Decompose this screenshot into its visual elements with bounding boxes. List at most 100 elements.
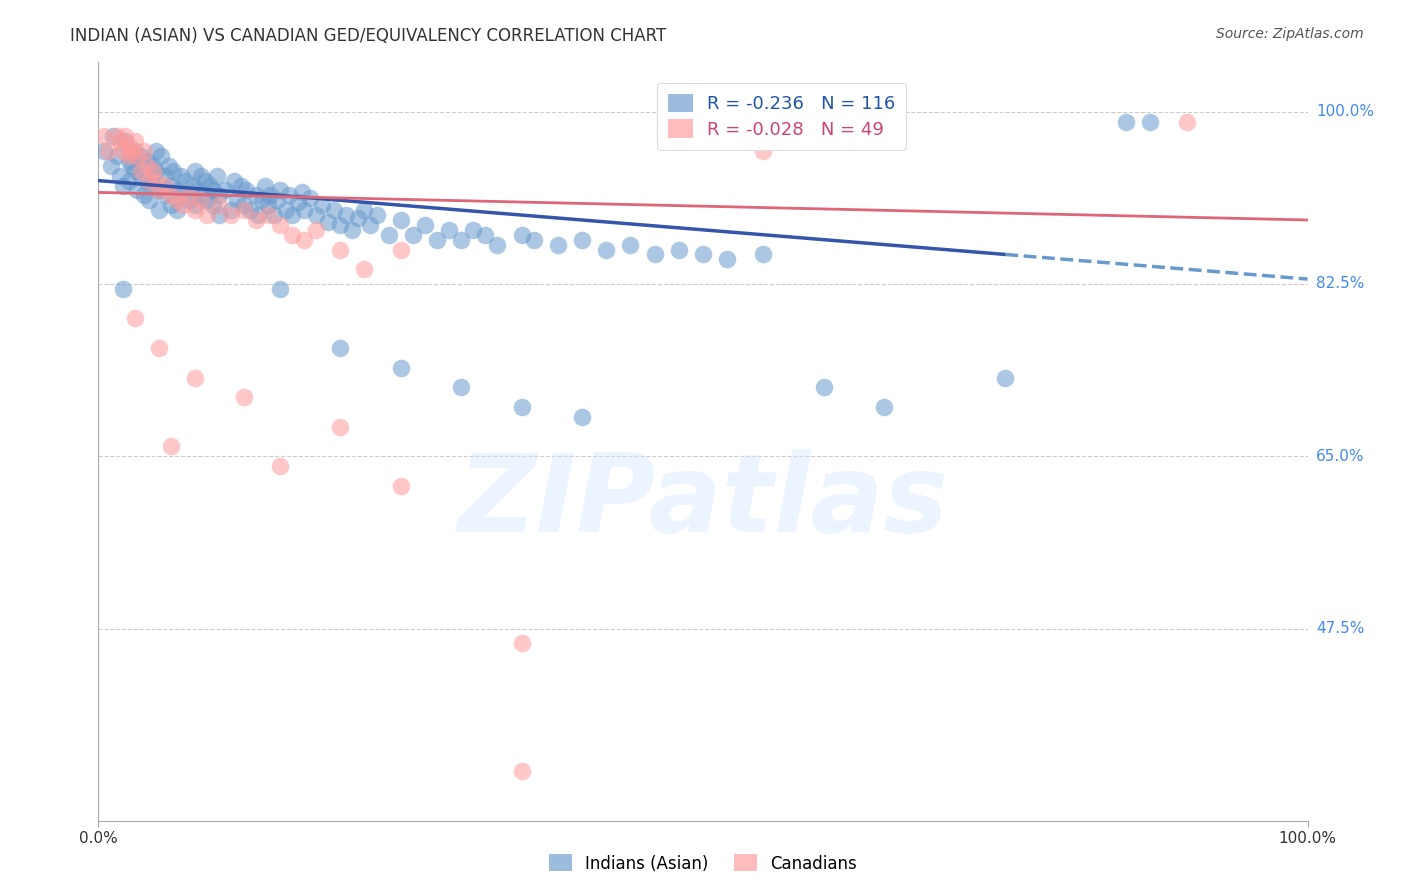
Point	[160, 198, 183, 212]
Point	[389, 360, 412, 375]
Point	[198, 178, 221, 193]
Point	[150, 149, 173, 163]
Point	[166, 203, 188, 218]
Point	[229, 178, 252, 193]
Point	[305, 208, 328, 222]
Point	[153, 188, 176, 202]
Point	[239, 203, 262, 218]
Point	[619, 237, 641, 252]
Point	[692, 247, 714, 261]
Point	[292, 233, 315, 247]
Point	[668, 243, 690, 257]
Point	[269, 459, 291, 474]
Point	[138, 173, 160, 187]
Point	[214, 184, 236, 198]
Point	[184, 203, 207, 218]
Point	[510, 227, 533, 242]
Point	[486, 237, 509, 252]
Point	[290, 186, 312, 200]
Point	[124, 144, 146, 158]
Point	[190, 169, 212, 183]
Point	[287, 195, 309, 210]
Point	[377, 227, 399, 242]
Point	[752, 247, 775, 261]
Point	[145, 163, 167, 178]
Point	[389, 479, 412, 493]
Point	[124, 134, 146, 148]
Point	[413, 218, 436, 232]
Point	[135, 173, 157, 187]
Point	[157, 159, 180, 173]
Point	[134, 144, 156, 158]
Point	[208, 198, 231, 212]
Point	[245, 213, 267, 227]
Point	[571, 233, 593, 247]
Text: 47.5%: 47.5%	[1316, 621, 1364, 636]
Point	[571, 409, 593, 424]
Point	[108, 169, 131, 183]
Point	[205, 169, 228, 183]
Point	[366, 208, 388, 222]
Point	[148, 184, 170, 198]
Point	[311, 198, 333, 212]
Point	[124, 311, 146, 326]
Point	[1175, 114, 1198, 128]
Point	[111, 282, 134, 296]
Point	[118, 153, 141, 168]
Point	[329, 243, 352, 257]
Point	[148, 341, 170, 355]
Point	[250, 194, 273, 208]
Point	[153, 169, 176, 183]
Point	[166, 194, 188, 208]
Point	[93, 129, 115, 144]
Point	[184, 198, 207, 212]
Point	[281, 208, 304, 222]
Point	[347, 211, 370, 225]
Point	[329, 341, 352, 355]
Legend: R = -0.236   N = 116, R = -0.028   N = 49: R = -0.236 N = 116, R = -0.028 N = 49	[657, 83, 907, 150]
Point	[335, 208, 357, 222]
Point	[208, 208, 231, 222]
Point	[437, 223, 460, 237]
Point	[194, 173, 217, 187]
Point	[256, 208, 278, 222]
Point	[299, 191, 322, 205]
Point	[153, 178, 176, 193]
Point	[208, 188, 231, 202]
Point	[266, 194, 288, 208]
Legend: Indians (Asian), Canadians: Indians (Asian), Canadians	[543, 847, 863, 880]
Point	[342, 223, 364, 237]
Point	[111, 144, 134, 158]
Point	[114, 129, 136, 144]
Point	[160, 440, 183, 454]
Point	[389, 243, 412, 257]
Point	[129, 169, 152, 183]
Point	[162, 163, 184, 178]
Point	[145, 173, 167, 187]
Point	[278, 188, 301, 202]
Point	[450, 380, 472, 394]
Point	[187, 184, 209, 198]
Point	[93, 144, 115, 158]
Point	[873, 400, 896, 414]
Point	[129, 163, 152, 178]
Point	[97, 144, 120, 158]
Text: Source: ZipAtlas.com: Source: ZipAtlas.com	[1216, 27, 1364, 41]
Point	[121, 144, 143, 158]
Point	[179, 188, 201, 202]
Point	[142, 159, 165, 173]
Point	[269, 282, 291, 296]
Point	[716, 252, 738, 267]
Point	[169, 169, 191, 183]
Point	[148, 203, 170, 218]
Point	[222, 173, 245, 187]
Point	[595, 243, 617, 257]
Point	[174, 173, 197, 187]
Point	[129, 149, 152, 163]
Point	[353, 262, 375, 277]
Point	[124, 163, 146, 178]
Point	[1139, 114, 1161, 128]
Point	[148, 184, 170, 198]
Point	[235, 184, 257, 198]
Point	[127, 184, 149, 198]
